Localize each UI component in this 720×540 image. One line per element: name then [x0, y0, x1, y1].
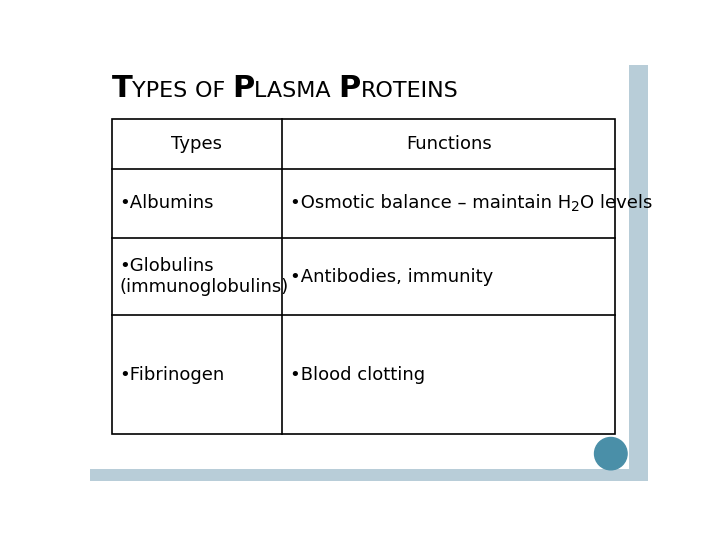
Text: Types: Types	[171, 134, 222, 153]
Text: P: P	[232, 74, 254, 103]
Text: P: P	[338, 74, 361, 103]
Text: LASMA: LASMA	[254, 81, 338, 101]
Text: •Antibodies, immunity: •Antibodies, immunity	[290, 267, 493, 286]
Text: OF: OF	[195, 81, 232, 101]
Text: •Globulins
(immunoglobulins): •Globulins (immunoglobulins)	[120, 257, 289, 296]
Text: O levels: O levels	[580, 194, 652, 212]
Text: •Fibrinogen: •Fibrinogen	[120, 366, 225, 384]
Text: T: T	[112, 74, 132, 103]
Text: YPES: YPES	[132, 81, 195, 101]
Text: •Blood clotting: •Blood clotting	[290, 366, 425, 384]
Circle shape	[595, 437, 627, 470]
Text: Functions: Functions	[406, 134, 492, 153]
Bar	[629, 65, 648, 481]
Text: •Osmotic balance – maintain H: •Osmotic balance – maintain H	[290, 194, 571, 212]
Text: 2: 2	[571, 200, 580, 214]
Text: •Albumins: •Albumins	[120, 194, 214, 212]
Text: ROTEINS: ROTEINS	[361, 81, 458, 101]
Bar	[112, 119, 616, 434]
Bar	[90, 469, 629, 481]
